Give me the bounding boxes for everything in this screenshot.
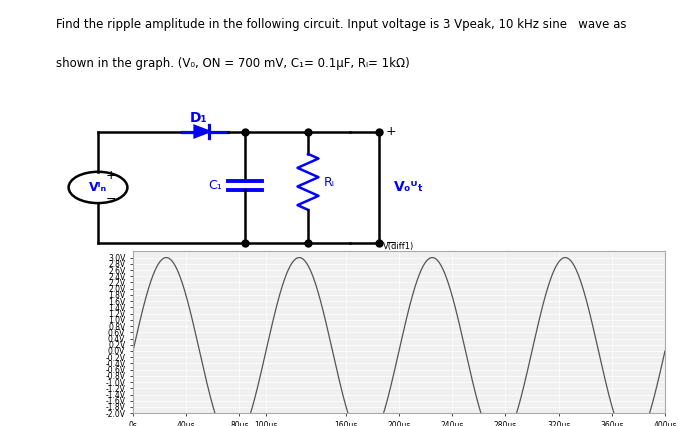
Text: Rₗ: Rₗ	[323, 176, 335, 190]
Text: Vₒᵁₜ: Vₒᵁₜ	[394, 181, 424, 194]
Text: +: +	[386, 125, 396, 138]
Text: Vᴵₙ: Vᴵₙ	[89, 181, 107, 194]
Polygon shape	[195, 126, 209, 137]
Title: V(diff1): V(diff1)	[384, 242, 414, 250]
Text: D₁: D₁	[190, 111, 208, 125]
Text: shown in the graph. (V₀, ON = 700 mV, C₁= 0.1μF, Rₗ= 1kΩ): shown in the graph. (V₀, ON = 700 mV, C₁…	[56, 57, 410, 70]
Text: +: +	[105, 169, 116, 181]
Text: Find the ripple amplitude in the following circuit. Input voltage is 3 Vpeak, 10: Find the ripple amplitude in the followi…	[56, 18, 626, 31]
Text: −: −	[106, 193, 116, 206]
Text: C₁: C₁	[209, 178, 223, 192]
Text: −: −	[386, 237, 396, 250]
